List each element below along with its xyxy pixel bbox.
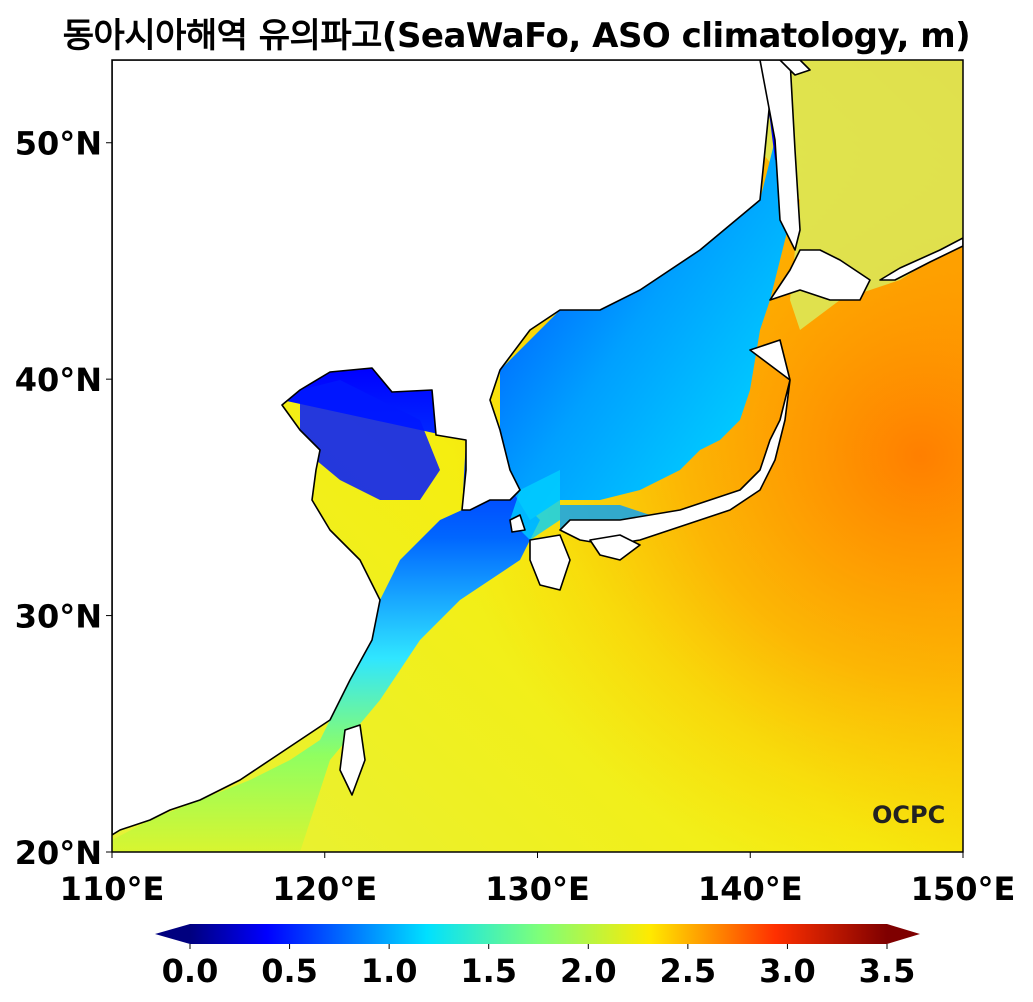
x-tick-label: 150°E: [911, 870, 1016, 908]
colorbar-tick-label: 1.0: [361, 952, 418, 990]
y-tick-label: 20°N: [15, 834, 102, 872]
y-tick-label: 40°N: [15, 361, 102, 399]
asian-continent-land: [112, 60, 771, 836]
x-tick-label: 140°E: [698, 870, 803, 908]
map-area: OCPC: [112, 60, 963, 852]
colorbar-max-extend: [887, 924, 920, 944]
east-sea-field: [500, 95, 795, 520]
colorbar-tick-label: 2.0: [560, 952, 617, 990]
yellow-east-china-sea-field: [112, 368, 540, 852]
honshu-land: [559, 339, 791, 546]
colorbar-tick-label: 0.5: [261, 952, 318, 990]
colorbar-tick-label: 3.5: [859, 952, 916, 990]
map-title: 동아시아해역 유의파고(SeaWaFo, ASO climatology, m): [62, 16, 971, 56]
colorbar: 0.0 0.5 1.0 1.5 2.0 2.5 3.0 3.5: [155, 924, 920, 990]
logo-text: OCPC: [872, 801, 945, 829]
colorbar-min-extend: [155, 924, 190, 944]
y-axis-ticks: 20°N 30°N 40°N 50°N: [15, 125, 112, 872]
colorbar-tick-label: 1.5: [460, 952, 517, 990]
sakhalin-land: [759, 60, 801, 251]
colorbar-ticks: 0.0 0.5 1.0 1.5 2.0 2.5 3.0 3.5: [162, 944, 916, 990]
colorbar-tick-label: 0.0: [162, 952, 219, 990]
bohai-sea-field: [300, 380, 440, 500]
y-tick-label: 50°N: [15, 125, 102, 163]
colorbar-tick-label: 3.0: [759, 952, 816, 990]
colorbar-tick-label: 2.5: [660, 952, 717, 990]
x-tick-label: 110°E: [60, 870, 165, 908]
hokkaido-land: [769, 249, 871, 301]
x-tick-label: 130°E: [485, 870, 590, 908]
taiwan-land: [339, 724, 366, 796]
y-tick-label: 30°N: [15, 598, 102, 636]
x-axis-ticks: 110°E 120°E 130°E 140°E 150°E: [60, 852, 1016, 908]
jeju-land: [509, 514, 526, 533]
northern-land: [779, 60, 811, 76]
kuril-islands-land: [879, 237, 963, 281]
kyushu-land: [529, 534, 571, 591]
logo: OCPC: [872, 801, 945, 829]
colorbar-gradient: [190, 924, 887, 944]
x-tick-label: 120°E: [272, 870, 377, 908]
shikoku-land: [589, 534, 641, 561]
land-masses: [112, 60, 963, 836]
